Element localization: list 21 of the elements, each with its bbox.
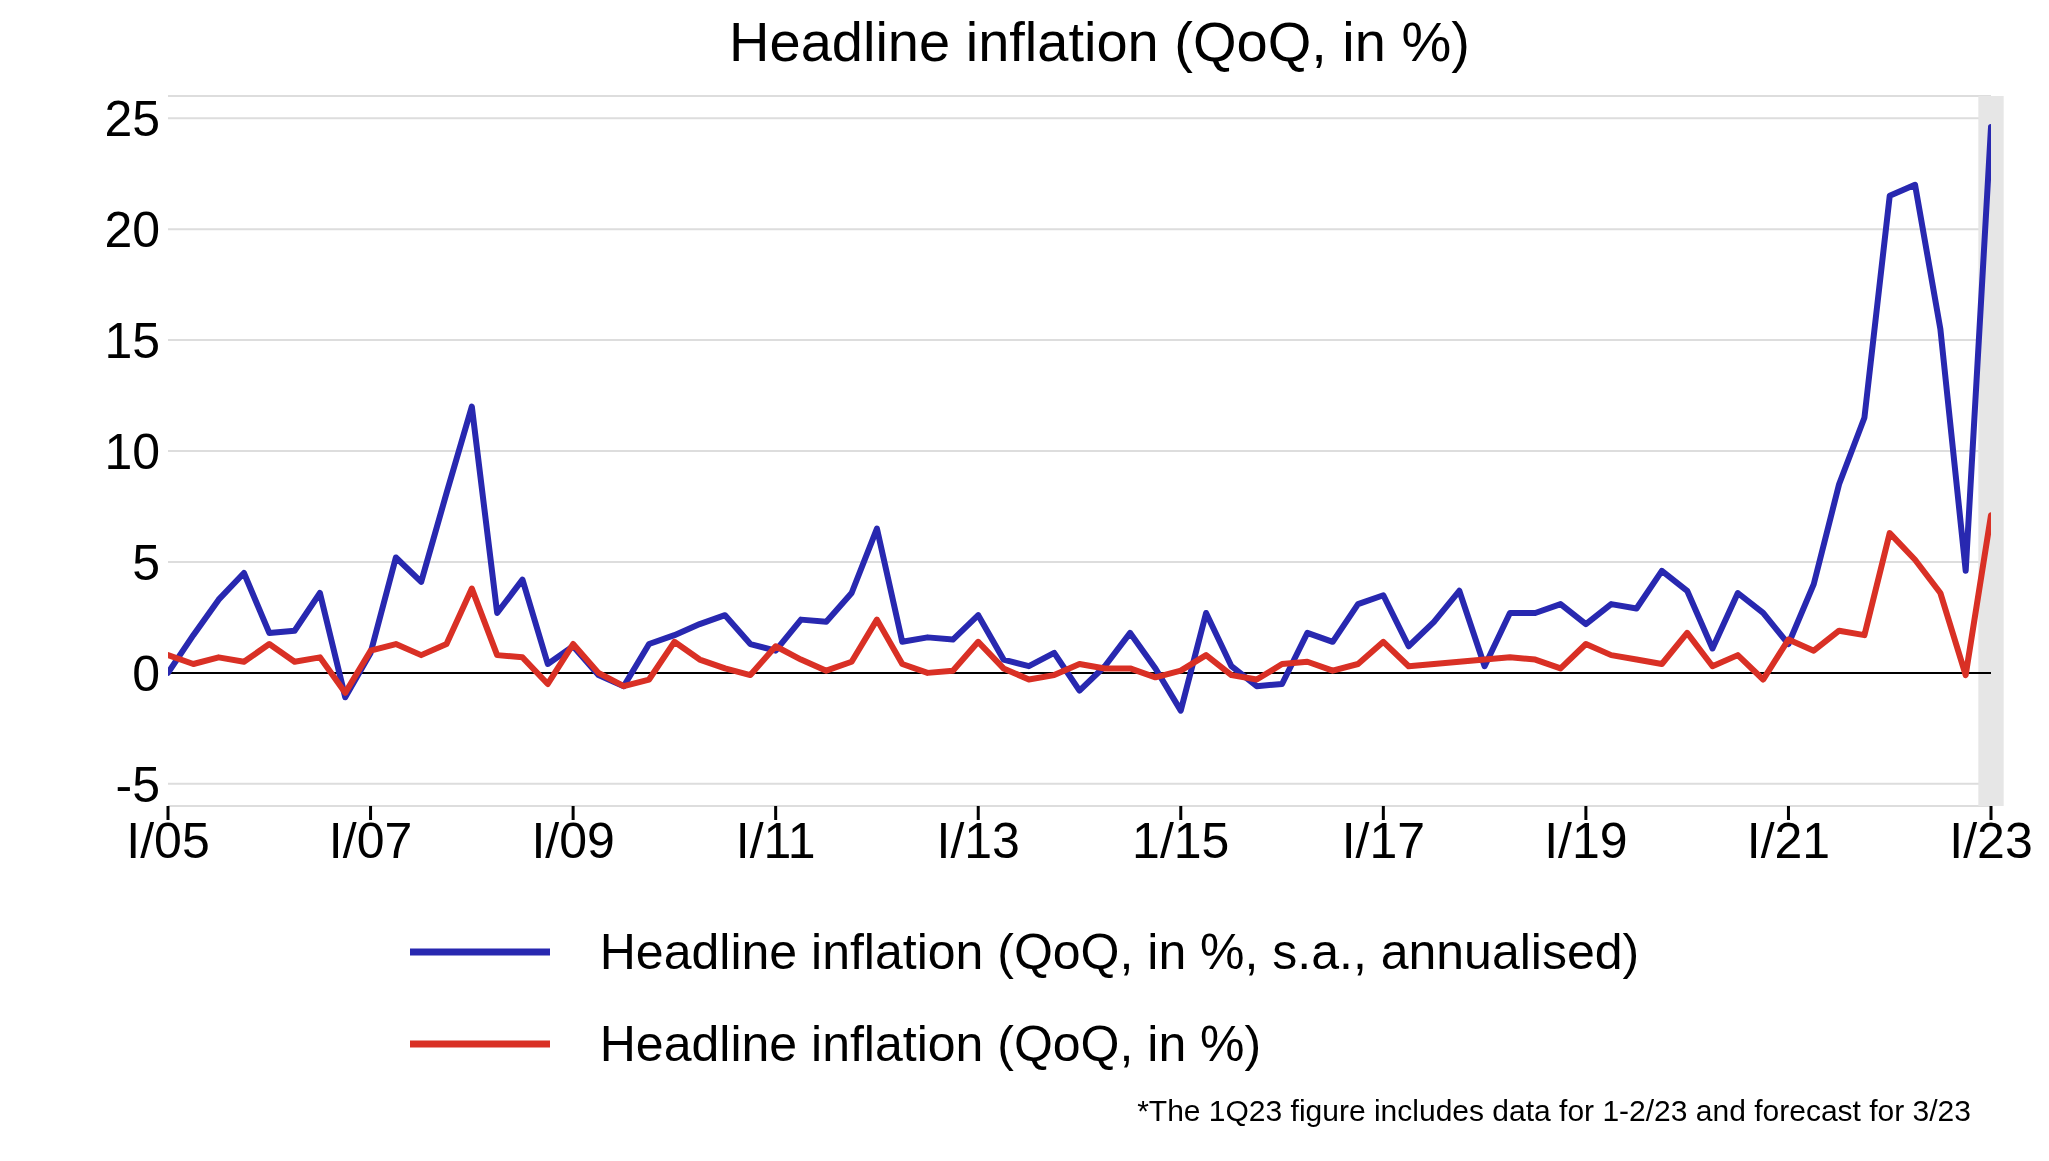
y-tick-label: 0: [132, 645, 160, 702]
x-tick-label: 1/15: [1132, 812, 1230, 869]
y-tick-label: 15: [104, 312, 160, 369]
x-tick-label: I/21: [1746, 812, 1831, 869]
x-tick-label: I/17: [1341, 812, 1426, 869]
y-tick-label: 20: [104, 201, 160, 258]
x-tick-label: I/07: [328, 812, 413, 869]
y-tick-label: -5: [115, 756, 160, 813]
x-tick-label: I/05: [126, 812, 210, 869]
chart-title: Headline inflation (QoQ, in %): [728, 9, 1471, 75]
x-tick-label: I/11: [735, 812, 816, 869]
legend-label: Headline inflation (QoQ, in %, s.a., annualised): [599, 923, 1640, 981]
x-tick-label: I/19: [1544, 812, 1628, 869]
y-tick-label: 25: [104, 90, 160, 147]
y-tick-label: 10: [104, 423, 160, 480]
x-tick-label: I/13: [936, 812, 1020, 869]
x-tick-label: I/23: [1949, 812, 2033, 869]
text: *The 1Q23 figure includes data for 1-2/23 and forecast for 3/23: [1136, 1094, 1972, 1128]
x-tick-label: I/09: [531, 812, 615, 869]
legend-label: Headline inflation (QoQ, in %): [599, 1015, 1262, 1073]
y-tick-label: 5: [132, 534, 160, 591]
